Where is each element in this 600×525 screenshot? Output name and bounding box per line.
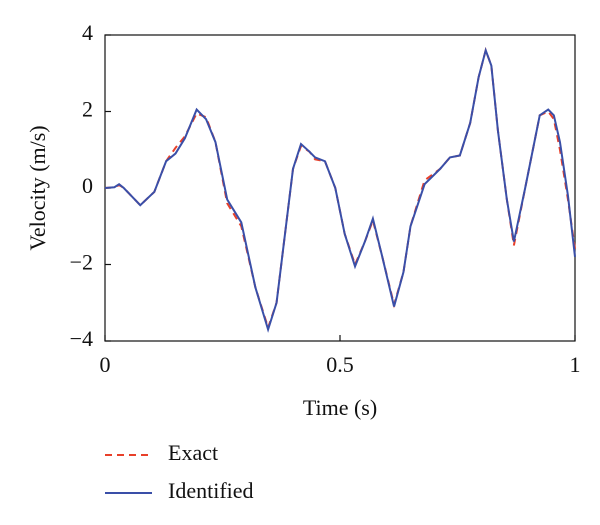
y-tick-label: −4 (70, 326, 93, 351)
x-tick-label: 1 (570, 352, 581, 377)
series-line (104, 46, 576, 333)
y-tick-label: 2 (82, 97, 93, 122)
x-tick-label: 0 (100, 352, 111, 377)
x-axis-label: Time (s) (303, 395, 377, 420)
x-tick-label: 0.5 (326, 352, 354, 377)
legend-label: Identified (168, 478, 254, 503)
legend-label: Exact (168, 440, 218, 465)
y-tick-label: −2 (70, 250, 93, 275)
y-axis-label: Velocity (m/s) (25, 125, 50, 250)
y-tick-label: 4 (82, 20, 93, 45)
y-tick-label: 0 (82, 173, 93, 198)
